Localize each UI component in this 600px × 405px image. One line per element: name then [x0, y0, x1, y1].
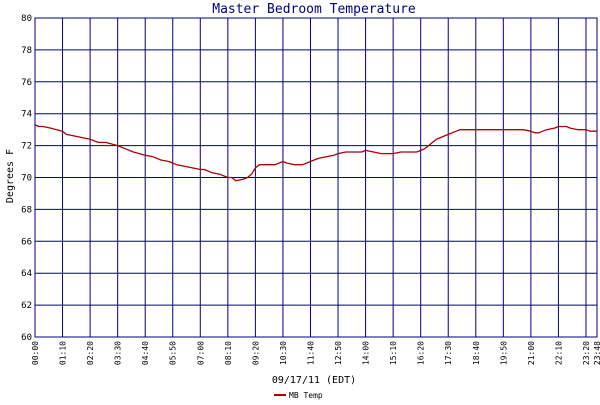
x-tick-label: 01:10	[59, 341, 68, 365]
y-tick-label: 76	[21, 78, 32, 88]
y-tick-label: 80	[21, 14, 32, 24]
y-tick-labels: 60 62 64 66 68 70 72 74 76 78 80	[21, 14, 32, 343]
y-tick-label: 68	[21, 205, 32, 215]
y-tick-label: 74	[21, 110, 32, 120]
x-tick-label: 12:50	[334, 341, 343, 365]
x-tick-label: 14:00	[362, 341, 371, 365]
x-tick-label: 23:20	[582, 341, 591, 365]
x-tick-label: 22:10	[554, 341, 563, 365]
y-tick-label: 66	[21, 237, 32, 247]
y-tick-label: 72	[21, 142, 32, 152]
x-tick-label: 05:50	[169, 341, 178, 365]
y-tick-label: 78	[21, 46, 32, 56]
x-tick-label: 02:20	[86, 341, 95, 365]
chart-title: Master Bedroom Temperature	[212, 2, 416, 17]
x-tick-label: 09:20	[251, 341, 260, 365]
x-tick-label: 03:30	[114, 341, 123, 365]
y-tick-label: 70	[21, 174, 32, 184]
y-tick-label: 62	[21, 301, 32, 311]
grid-lines	[34, 17, 598, 338]
series-layer	[34, 124, 597, 182]
x-tick-label: 23:48	[593, 341, 600, 365]
y-axis-label: Degrees F	[5, 149, 16, 203]
x-tick-label: 08:10	[224, 341, 233, 365]
x-tick-label: 11:40	[306, 341, 315, 365]
x-tick-label: 21:00	[527, 341, 536, 365]
legend-label: MB Temp	[289, 391, 323, 400]
x-axis-label: 09/17/11 (EDT)	[272, 375, 356, 386]
x-tick-label: 00:00	[31, 341, 40, 365]
x-tick-label: 18:40	[472, 341, 481, 365]
x-tick-label: 17:30	[444, 341, 453, 365]
x-tick-label: 07:00	[196, 341, 205, 365]
x-tick-label: 04:40	[141, 341, 150, 365]
x-tick-label: 19:50	[499, 341, 508, 365]
x-tick-labels: 00:00 01:10 02:20 03:30 04:40 05:50 07:00 08:10…	[31, 341, 600, 365]
x-tick-label: 15:10	[389, 341, 398, 365]
y-tick-label: 60	[21, 333, 32, 343]
x-tick-label: 16:20	[417, 341, 426, 365]
series-line-mb-temp	[34, 124, 597, 182]
y-tick-label: 64	[21, 269, 32, 279]
x-tick-label: 10:30	[279, 341, 288, 365]
legend: MB Temp	[274, 391, 323, 400]
